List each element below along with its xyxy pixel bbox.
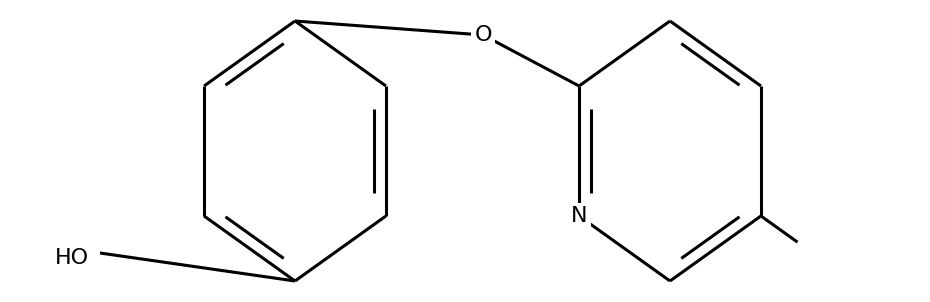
Text: O: O (474, 25, 492, 45)
Text: N: N (571, 206, 588, 226)
Text: HO: HO (55, 248, 89, 268)
